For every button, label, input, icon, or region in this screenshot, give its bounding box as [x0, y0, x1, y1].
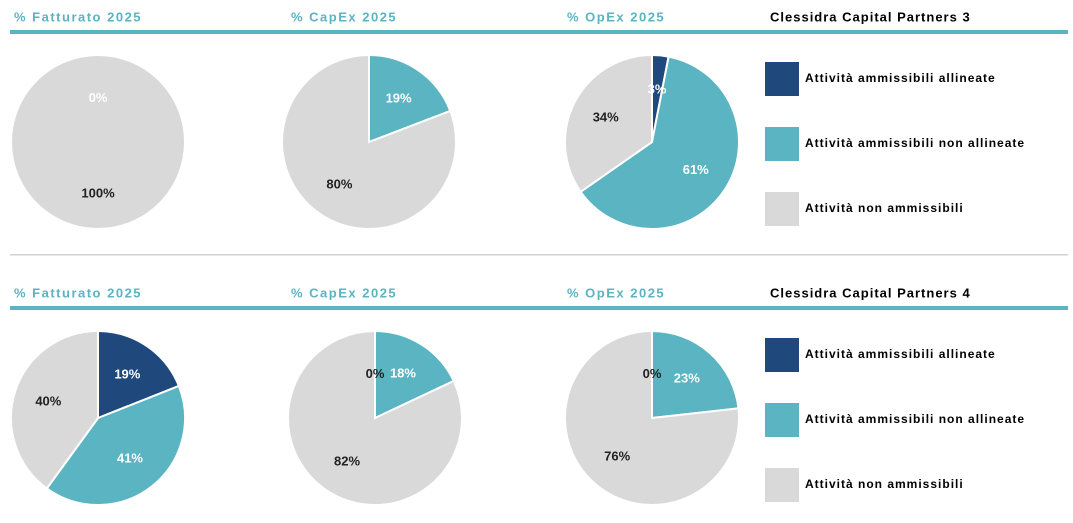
- data-label: 19%: [386, 90, 412, 105]
- header-rule: [10, 306, 1068, 310]
- fund-title: Clessidra Capital Partners 3: [770, 9, 971, 24]
- legend-swatch: [765, 403, 799, 437]
- data-label: 0%: [366, 366, 385, 381]
- chart-title: % OpEx 2025: [567, 285, 665, 300]
- legend-swatch: [765, 127, 799, 161]
- data-label: 19%: [114, 366, 140, 381]
- data-label: 18%: [390, 365, 416, 380]
- pie-slice: [374, 329, 456, 420]
- chart-title: % CapEx 2025: [291, 9, 397, 24]
- legend-label: Attività non ammissibili: [805, 477, 964, 491]
- data-label: 41%: [117, 451, 143, 466]
- pie-slice: [281, 53, 457, 230]
- legend-swatch: [765, 62, 799, 96]
- pie-slice: [10, 329, 99, 490]
- pie-slice: [287, 329, 463, 506]
- data-label: 80%: [326, 176, 352, 191]
- legend-swatch: [765, 192, 799, 226]
- header-rule: [10, 30, 1068, 34]
- legend-label: Attività ammissibili non allineate: [805, 412, 1025, 426]
- data-label: 3%: [648, 81, 667, 96]
- legend-swatch: [765, 338, 799, 372]
- pie-slice: [45, 384, 186, 506]
- pie-slice: [651, 329, 740, 420]
- data-label: 61%: [683, 162, 709, 177]
- legend-label: Attività ammissibili non allineate: [805, 136, 1025, 150]
- chart-title: % Fatturato 2025: [14, 285, 142, 300]
- data-label: 82%: [334, 454, 360, 469]
- data-label: 40%: [35, 393, 61, 408]
- legend-label: Attività ammissibili allineate: [805, 71, 996, 85]
- data-label: 76%: [604, 448, 630, 463]
- legend-label: Attività non ammissibili: [805, 201, 964, 215]
- chart-title: % CapEx 2025: [291, 285, 397, 300]
- fund-title: Clessidra Capital Partners 4: [770, 285, 971, 300]
- data-label: 100%: [81, 186, 115, 201]
- pie-slice: [579, 55, 740, 230]
- pie-slice: [10, 54, 186, 230]
- pie-slice: [564, 329, 740, 506]
- data-label: 23%: [674, 371, 700, 386]
- data-label: 0%: [89, 90, 108, 105]
- pie-slice: [368, 53, 452, 144]
- pie-slice: [97, 329, 181, 420]
- row-separator: [10, 254, 1068, 256]
- pie-slice: [564, 53, 653, 194]
- legend-swatch: [765, 468, 799, 502]
- data-label: 34%: [593, 109, 619, 124]
- chart-title: % OpEx 2025: [567, 9, 665, 24]
- data-label: 0%: [643, 366, 662, 381]
- legend-label: Attività ammissibili allineate: [805, 347, 996, 361]
- chart-title: % Fatturato 2025: [14, 9, 142, 24]
